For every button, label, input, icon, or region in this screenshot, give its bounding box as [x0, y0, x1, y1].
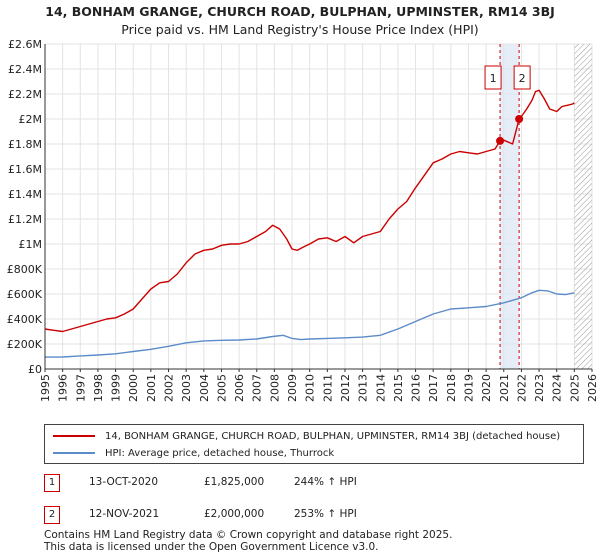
sale-period-band [500, 44, 520, 369]
legend-label-hpi: HPI: Average price, detached house, Thur… [105, 447, 335, 459]
chart-title: 14, BONHAM GRANGE, CHURCH ROAD, BULPHAN,… [0, 3, 600, 39]
x-tick-label: 1995 [39, 374, 52, 402]
y-tick-label: £200K [7, 338, 43, 351]
x-tick-label: 2022 [515, 374, 528, 402]
sale-number-badge: 2 [44, 506, 60, 524]
title-line-1: 14, BONHAM GRANGE, CHURCH ROAD, BULPHAN,… [45, 4, 555, 19]
sale-price: £2,000,000 [204, 508, 265, 520]
sale-label: 1 [490, 72, 497, 85]
x-tick-label: 2024 [551, 374, 564, 402]
x-tick-label: 2008 [268, 374, 281, 402]
sale-label-box [484, 65, 502, 90]
x-tick-label: 2011 [321, 374, 334, 402]
x-tick-label: 2003 [180, 374, 193, 402]
legend: 14, BONHAM GRANGE, CHURCH ROAD, BULPHAN,… [44, 424, 584, 464]
footer-line-1: Contains HM Land Registry data © Crown c… [44, 529, 453, 541]
x-tick-label: 2017 [427, 374, 440, 402]
x-tick-label: 2007 [251, 374, 264, 402]
legend-item-property: 14, BONHAM GRANGE, CHURCH ROAD, BULPHAN,… [53, 428, 560, 444]
x-tick-label: 2004 [198, 374, 211, 402]
sale-point [515, 115, 524, 123]
y-tick-label: £2.6M [8, 38, 42, 51]
y-tick-label: £400K [7, 313, 43, 326]
x-tick-label: 2001 [145, 374, 158, 402]
x-tick-label: 2010 [304, 374, 317, 402]
y-tick-label: £2.2M [8, 88, 42, 101]
x-tick-label: 2000 [127, 374, 140, 402]
x-tick-label: 2014 [374, 374, 387, 402]
x-tick-label: 2023 [533, 374, 546, 402]
sale-label-box [513, 65, 531, 90]
y-tick-label: £1.2M [8, 213, 42, 226]
title-line-2: Price paid vs. HM Land Registry's House … [121, 22, 479, 37]
y-tick-label: £0 [28, 363, 42, 376]
x-tick-label: 2021 [498, 374, 511, 402]
x-tick-label: 2005 [215, 374, 228, 402]
x-tick-label: 1999 [110, 374, 123, 402]
x-tick-label: 1997 [74, 374, 87, 402]
forecast-hatch [574, 44, 592, 369]
x-tick-label: 1996 [57, 374, 70, 402]
sale-row: 2 12-NOV-2021 £2,000,000 253% ↑ HPI [44, 506, 564, 526]
sale-price: £1,825,000 [204, 476, 265, 488]
sale-date: 13-OCT-2020 [89, 476, 158, 488]
x-tick-label: 2009 [286, 374, 299, 402]
x-tick-label: 1998 [92, 374, 105, 402]
sale-hpi-change: 244% ↑ HPI [294, 476, 357, 488]
y-tick-label: £1M [19, 238, 43, 251]
y-tick-label: £800K [7, 263, 43, 276]
x-tick-label: 2020 [480, 374, 493, 402]
y-tick-label: £1.6M [8, 163, 42, 176]
y-tick-label: £1.8M [8, 138, 42, 151]
y-tick-label: £600K [7, 288, 43, 301]
x-tick-label: 2013 [357, 374, 370, 402]
x-tick-label: 2012 [339, 374, 352, 402]
hpi-series-line [44, 289, 575, 358]
x-tick-label: 2006 [233, 374, 246, 402]
x-tick-label: 2018 [445, 374, 458, 402]
x-tick-label: 2019 [462, 374, 475, 402]
footer: Contains HM Land Registry data © Crown c… [44, 529, 452, 553]
x-tick-label: 2026 [586, 374, 599, 402]
y-tick-label: £2.4M [8, 63, 42, 76]
legend-label-property: 14, BONHAM GRANGE, CHURCH ROAD, BULPHAN,… [105, 430, 561, 442]
sale-date: 12-NOV-2021 [89, 508, 160, 520]
sale-label: 2 [519, 72, 526, 85]
footer-line-2: This data is licensed under the Open Gov… [44, 541, 379, 553]
legend-swatch-hpi [53, 452, 95, 454]
x-tick-label: 2002 [163, 374, 176, 402]
sale-point [496, 136, 505, 145]
sale-number-badge: 1 [44, 474, 60, 492]
x-tick-label: 2016 [410, 374, 423, 402]
y-tick-label: £1.4M [8, 188, 42, 201]
x-tick-label: 2015 [392, 374, 405, 402]
legend-item-hpi: HPI: Average price, detached house, Thur… [53, 445, 334, 461]
legend-swatch-property [53, 435, 95, 437]
sale-hpi-change: 253% ↑ HPI [294, 508, 357, 520]
sale-row: 1 13-OCT-2020 £1,825,000 244% ↑ HPI [44, 474, 564, 494]
price-chart: 1 2 £0 £200K £400K £600K £800K £1M £1.2M £1.4M £1… [7, 38, 599, 402]
y-tick-label: £2M [19, 113, 43, 126]
x-tick-label: 2025 [568, 374, 581, 402]
